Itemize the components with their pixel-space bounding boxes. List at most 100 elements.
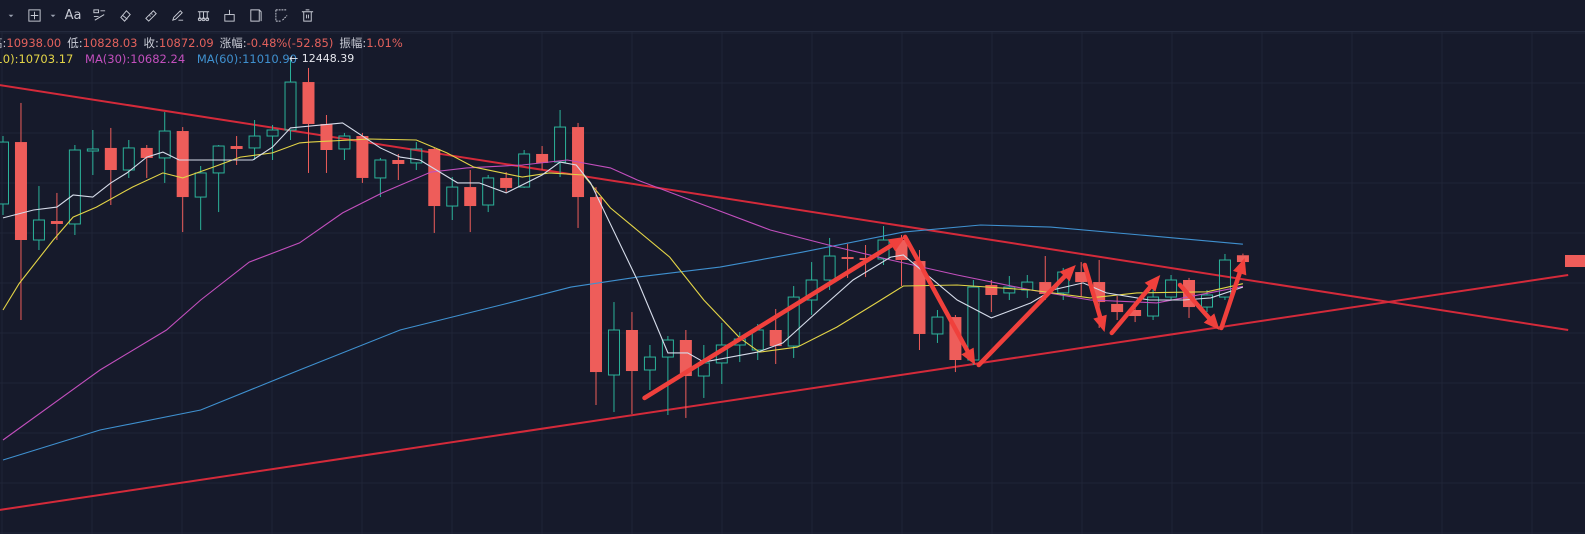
- candle-down: [590, 187, 603, 405]
- candle-down: [14, 102, 27, 320]
- candle-body: [985, 285, 998, 295]
- ohlc-label: 收:: [143, 36, 159, 50]
- trendlines: [0, 84, 1569, 511]
- candle-body: [1129, 310, 1142, 317]
- candle-body: [607, 329, 620, 376]
- annotation-arrow: [902, 234, 976, 365]
- candle-down: [140, 145, 153, 178]
- crosshair-box-icon: [27, 8, 42, 23]
- candle-body: [122, 147, 135, 171]
- candle-down: [392, 153, 405, 180]
- pen-icon: [170, 8, 185, 23]
- measure-tool[interactable]: [190, 4, 216, 28]
- candle-body: [1039, 282, 1052, 294]
- candle-up: [554, 110, 567, 178]
- candle-body: [1236, 255, 1249, 263]
- chevron-down-tool[interactable]: [46, 4, 60, 28]
- arrow-head: [1144, 275, 1161, 292]
- candle-up: [518, 150, 531, 188]
- annotation-arrow: [1082, 262, 1107, 333]
- annotation-arrow: [1219, 257, 1247, 331]
- candle-up: [931, 310, 944, 343]
- candle-body: [14, 142, 27, 240]
- candle-body: [284, 81, 297, 131]
- max-price-label: ← 12448.39: [289, 52, 355, 65]
- candle-up: [607, 302, 620, 413]
- text-tool[interactable]: Aa: [60, 4, 86, 28]
- candle-body: [104, 147, 117, 170]
- edit-tool[interactable]: [268, 4, 294, 28]
- ma-readout: (10):10703.17 MA(30):10682.24 MA(60):110…: [0, 52, 297, 66]
- candle-up: [248, 120, 261, 160]
- candle-body: [1147, 296, 1160, 317]
- candle-body: [841, 257, 854, 259]
- annotation-arrow: [1177, 282, 1220, 330]
- candle-body: [913, 261, 926, 334]
- trash-icon: [300, 8, 315, 23]
- candle-up: [1165, 275, 1178, 300]
- candle-body: [590, 197, 603, 373]
- candle-down: [464, 170, 477, 233]
- candle-up: [374, 157, 387, 198]
- candle-body: [230, 146, 243, 149]
- candle-down: [176, 127, 189, 233]
- candle-body: [464, 187, 477, 207]
- current-price-marker: [1565, 255, 1585, 267]
- trash-tool[interactable]: [294, 4, 320, 28]
- moving-averages: [2, 122, 1244, 461]
- candle-body: [1003, 286, 1016, 294]
- candle-down: [536, 146, 549, 170]
- candle-body: [338, 135, 351, 150]
- arrow-shaft: [1219, 270, 1242, 331]
- ma30-line: [2, 159, 1244, 441]
- candle-down: [769, 308, 782, 364]
- candle-up: [661, 336, 674, 415]
- ruler-tool[interactable]: [138, 4, 164, 28]
- candle-down: [320, 115, 333, 173]
- eraser-tool[interactable]: [112, 4, 138, 28]
- ohlc-label: 涨幅:: [219, 36, 247, 50]
- candle-up: [68, 145, 81, 235]
- arrow-head: [1093, 314, 1107, 333]
- candle-body: [248, 135, 261, 149]
- candle-body: [482, 177, 495, 206]
- candle-down: [985, 280, 998, 313]
- pattern-tool[interactable]: [86, 4, 112, 28]
- trendline: [0, 274, 1569, 511]
- candle-up: [212, 145, 225, 213]
- text-icon: Aa: [64, 8, 82, 23]
- crosshair-box-tool[interactable]: [22, 4, 46, 28]
- drawing-toolbar: Aa: [0, 0, 1585, 32]
- candle-body: [1075, 272, 1088, 283]
- bookmark-tool[interactable]: [242, 4, 268, 28]
- ohlc-label: 低:: [67, 36, 83, 50]
- candle-body: [194, 172, 207, 198]
- ma60-line: [2, 224, 1243, 461]
- ma30-value: MA(30):10682.24: [85, 52, 186, 66]
- chevron-down-tool[interactable]: [0, 4, 22, 28]
- candle-body: [823, 255, 836, 281]
- arrow-head: [1233, 257, 1247, 276]
- candle-body: [1111, 303, 1124, 313]
- arrow-shaft: [642, 243, 894, 401]
- arrow-shaft: [1177, 282, 1212, 321]
- candle-up: [1021, 275, 1034, 298]
- lock-tool[interactable]: [216, 4, 242, 28]
- candle-down: [500, 172, 513, 193]
- candle-body: [518, 153, 531, 188]
- candle-body: [428, 148, 441, 207]
- candle-up: [122, 140, 135, 178]
- candle-body: [1200, 294, 1213, 308]
- ohlc-readout: 高:10938.00 低:10828.03 收:10872.09 涨幅:-0.48%(…: [0, 35, 409, 51]
- candle-body: [554, 126, 567, 163]
- arrow-head: [1203, 313, 1220, 330]
- pen-tool[interactable]: [164, 4, 190, 28]
- arrow-shaft: [902, 234, 970, 354]
- candle-down: [625, 312, 638, 414]
- candle-up: [1147, 290, 1160, 320]
- candle-down: [1111, 296, 1124, 320]
- candle-up: [643, 345, 656, 390]
- candle-body: [931, 316, 944, 335]
- ohlc-value: 10828.03: [82, 36, 138, 50]
